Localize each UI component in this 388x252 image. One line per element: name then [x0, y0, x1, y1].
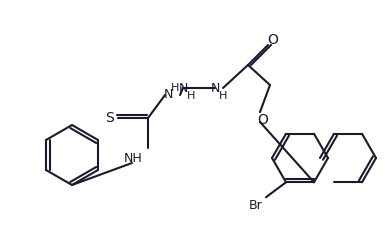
- Text: N: N: [163, 88, 173, 102]
- Text: H: H: [187, 91, 195, 101]
- Text: Br: Br: [249, 199, 263, 212]
- Text: NH: NH: [124, 151, 142, 165]
- Text: N: N: [210, 81, 220, 94]
- Text: N: N: [178, 81, 188, 94]
- Text: H: H: [219, 91, 227, 101]
- Text: H: H: [171, 83, 179, 93]
- Text: O: O: [258, 113, 268, 127]
- Text: S: S: [106, 111, 114, 125]
- Text: O: O: [268, 33, 279, 47]
